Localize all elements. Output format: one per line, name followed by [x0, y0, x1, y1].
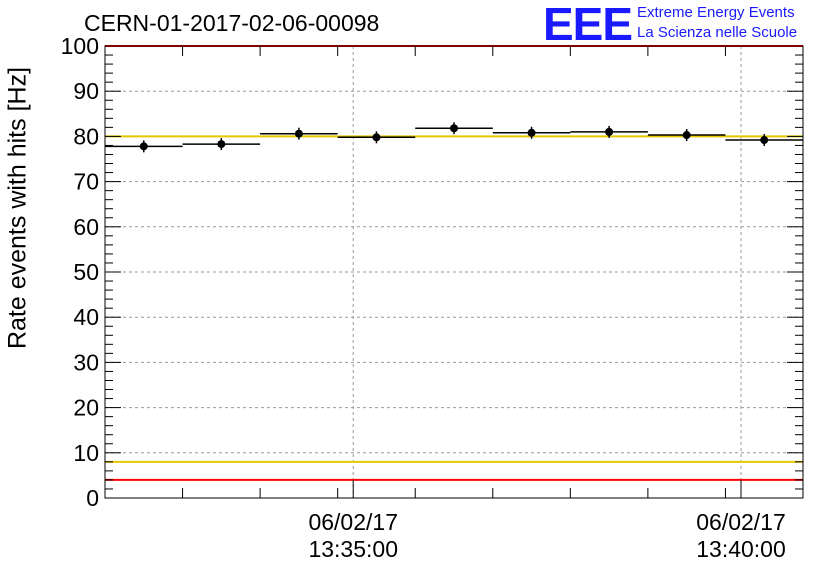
data-point [527, 128, 536, 137]
logo-line-1: Extreme Energy Events [637, 4, 795, 21]
x-tick-label-date: 06/02/17 [308, 509, 398, 535]
data-point [139, 142, 148, 151]
eee-logo-mark: EEE [543, 0, 633, 50]
x-tick-label-date: 06/02/17 [696, 509, 786, 535]
data-point [294, 129, 303, 138]
data-point [450, 124, 458, 133]
grid-lines [105, 46, 803, 498]
eee-logo-text: Extreme Energy Events La Scienza nelle S… [637, 3, 797, 43]
data-point [372, 133, 381, 142]
y-tick-label: 70 [73, 169, 99, 195]
data-point [682, 131, 691, 140]
y-tick-label: 30 [73, 349, 99, 375]
y-tick-label: 90 [73, 78, 99, 104]
y-tick-label: 40 [73, 304, 99, 330]
logo-line-2: La Scienza nelle Scuole [637, 24, 798, 41]
y-tick-label: 10 [73, 440, 99, 466]
y-tick-label: 60 [73, 214, 99, 240]
data-marks [105, 122, 803, 153]
data-point [217, 140, 226, 149]
y-tick-label: 50 [73, 259, 99, 285]
y-tick-label: 20 [73, 395, 99, 421]
reference-lines [105, 45, 803, 481]
axis-ticks [104, 45, 804, 499]
y-tick-label: 0 [86, 485, 99, 511]
x-tick-label-time: 13:35:00 [308, 536, 398, 562]
chart-title: CERN-01-2017-02-06-00098 [84, 10, 380, 36]
y-tick-label: 100 [61, 33, 99, 59]
data-point [605, 127, 614, 136]
x-tick-label-time: 13:40:00 [696, 536, 786, 562]
y-axis-label: Rate events with hits [Hz] [3, 66, 32, 350]
data-point [760, 136, 769, 145]
y-tick-labels: 0 10 20 30 40 50 60 70 80 90 100 [61, 33, 99, 511]
y-tick-label: 80 [73, 123, 99, 149]
